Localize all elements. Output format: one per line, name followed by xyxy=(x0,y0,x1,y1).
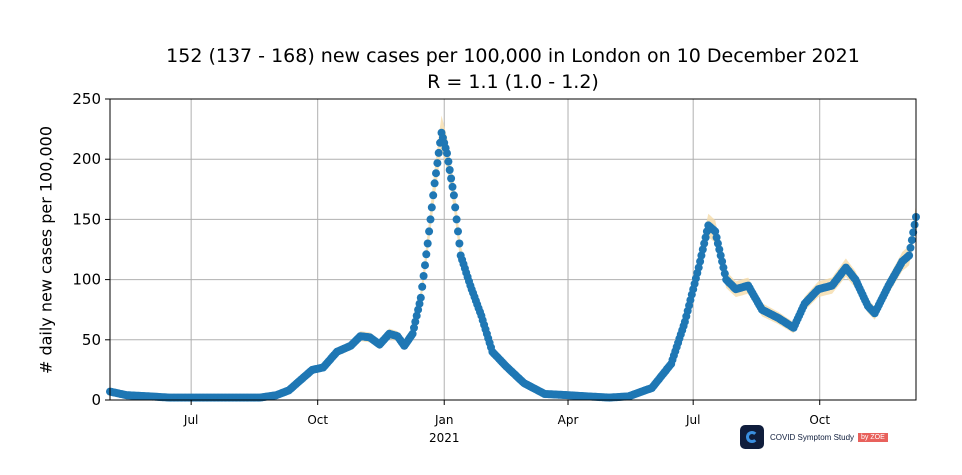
data-point xyxy=(415,299,424,308)
data-point xyxy=(421,261,429,270)
logo-by: by ZOE xyxy=(858,432,888,442)
data-point xyxy=(696,257,705,266)
data-point xyxy=(414,305,423,314)
x-year-label: 2021 xyxy=(429,431,460,445)
data-point xyxy=(408,329,417,338)
y-tick-label: 50 xyxy=(82,331,101,349)
data-point xyxy=(700,239,709,248)
data-point xyxy=(698,245,707,254)
grid xyxy=(110,99,916,400)
axes: 0 50 100 150 200 250 Jul Oct Jan Apr Jul Oct 2021 xyxy=(72,90,830,445)
data-point xyxy=(452,215,461,224)
data-point xyxy=(419,272,428,280)
data-point xyxy=(715,245,724,254)
data-point xyxy=(712,233,721,242)
data-point xyxy=(426,215,435,224)
data-point xyxy=(416,293,425,302)
data-point xyxy=(701,233,710,242)
data-point xyxy=(718,257,727,266)
y-axis-label: # daily new cases per 100,000 xyxy=(36,125,56,375)
data-point xyxy=(430,179,439,188)
data-point xyxy=(694,263,703,272)
data-point xyxy=(423,239,432,248)
data-point xyxy=(447,174,456,183)
y-tick-label: 200 xyxy=(72,150,101,168)
data-point xyxy=(410,323,418,332)
data-point xyxy=(418,282,427,291)
data-point xyxy=(443,149,451,158)
data-point xyxy=(422,250,431,259)
data-point xyxy=(451,203,460,212)
data-point xyxy=(448,182,457,191)
data-point xyxy=(429,191,438,200)
data-point xyxy=(909,228,918,237)
data-points xyxy=(106,128,920,402)
data-point xyxy=(433,159,442,168)
x-tick-label: Oct xyxy=(307,413,328,427)
data-point xyxy=(434,148,443,157)
data-point xyxy=(454,227,462,236)
data-point xyxy=(411,317,420,326)
chart-title: 152 (137 - 168) new cases per 100,000 in… xyxy=(166,45,860,67)
y-tick-label: 250 xyxy=(72,90,101,108)
y-tick-label: 150 xyxy=(72,210,101,228)
data-point xyxy=(907,236,916,245)
y-tick-label: 0 xyxy=(91,391,101,409)
data-point xyxy=(444,157,453,166)
x-tick-label: Jul xyxy=(183,413,198,427)
data-point xyxy=(711,227,720,236)
data-point xyxy=(716,251,725,260)
data-point xyxy=(697,251,706,260)
data-point xyxy=(449,191,458,200)
x-tick-label: Jul xyxy=(685,413,700,427)
data-point xyxy=(713,239,722,248)
x-tick-label: Apr xyxy=(558,413,579,427)
logo-text: COVID Symptom Study xyxy=(770,432,855,442)
data-point xyxy=(910,220,919,229)
covid-symptom-study-logo: COVID Symptom Study by ZOE xyxy=(740,424,888,450)
y-tick-label: 100 xyxy=(72,271,101,289)
data-point xyxy=(455,239,464,248)
chart-subtitle: R = 1.1 (1.0 - 1.2) xyxy=(427,71,599,93)
x-tick-label: Oct xyxy=(809,413,830,427)
data-point xyxy=(905,251,914,260)
data-point xyxy=(425,227,434,236)
data-point xyxy=(427,203,436,212)
confidence-band-area xyxy=(110,115,916,399)
plot-area-frame xyxy=(109,98,917,401)
logo-icon xyxy=(740,425,764,449)
data-point xyxy=(720,269,729,278)
confidence-band xyxy=(110,115,916,399)
data-point xyxy=(445,166,454,174)
data-point xyxy=(412,311,421,320)
x-tick-label: Jan xyxy=(434,413,454,427)
data-point xyxy=(432,169,440,178)
data-point xyxy=(906,243,915,252)
data-point xyxy=(719,263,728,272)
